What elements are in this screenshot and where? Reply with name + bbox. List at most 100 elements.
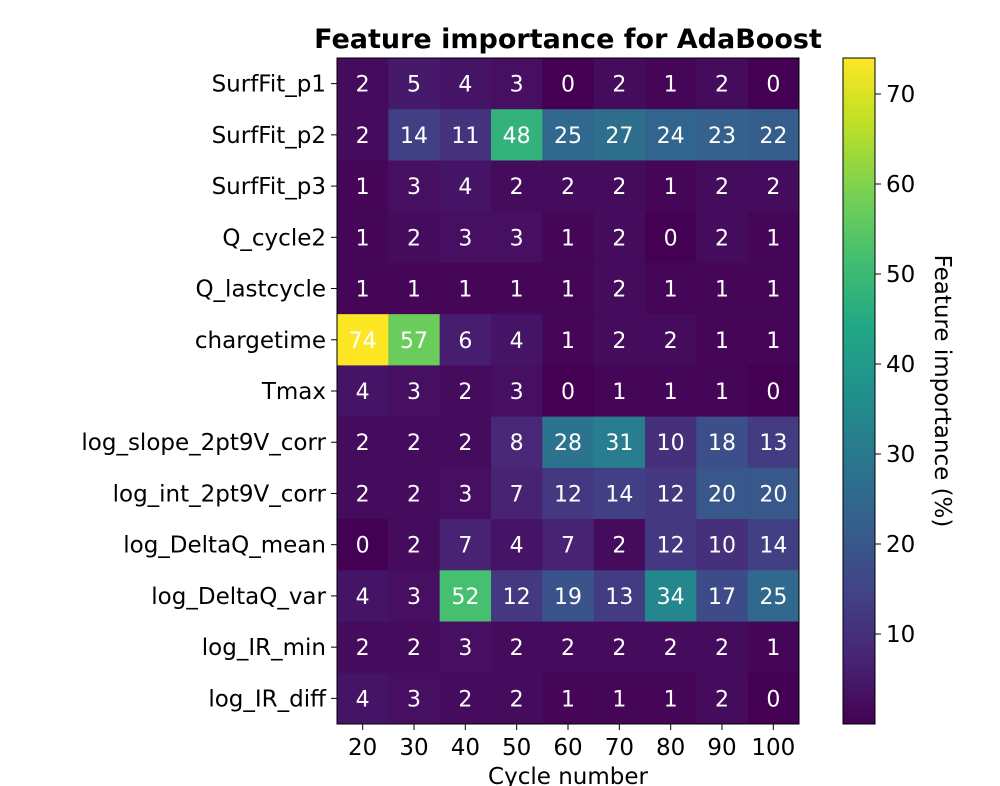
cell-value-label: 57 xyxy=(400,329,428,354)
y-tick-labels: SurfFit_p1 SurfFit_p2 SurfFit_p3 Q_cycle2 Q_… xyxy=(81,72,337,712)
heatmap-cell xyxy=(542,160,595,213)
cell-value-label: 1 xyxy=(356,226,370,251)
cell-value-label: 2 xyxy=(407,226,421,251)
heatmap-cell xyxy=(593,160,646,213)
heatmap-cell xyxy=(542,621,595,674)
heatmap-cell xyxy=(388,519,441,571)
cell-value-label: 12 xyxy=(554,482,582,507)
cell-value-label: 2 xyxy=(356,482,370,507)
heatmap-cell xyxy=(388,211,441,264)
heatmap-cell xyxy=(337,467,389,520)
heatmap-cell xyxy=(388,467,441,520)
y-tick-label: chargetime xyxy=(195,328,326,354)
y-tick-label: SurfFit_p2 xyxy=(212,123,326,149)
heatmap-cell xyxy=(388,416,441,469)
cell-value-label: 17 xyxy=(708,585,736,610)
y-tick-label: SurfFit_p1 xyxy=(212,72,326,98)
heatmap-cell xyxy=(696,314,749,366)
heatmap-cell xyxy=(696,416,749,469)
cell-value-label: 2 xyxy=(766,175,780,200)
colorbar-tick-label: 40 xyxy=(886,352,915,378)
cell-value-label: 1 xyxy=(715,380,729,405)
y-tick-label: Q_cycle2 xyxy=(222,225,326,251)
heatmap-cell xyxy=(645,160,697,213)
heatmap-cell xyxy=(747,570,800,623)
colorbar-label: Feature importance (%) xyxy=(929,255,955,528)
heatmap-cell xyxy=(593,109,646,161)
colorbar-tick-label: 70 xyxy=(886,82,915,108)
cell-value-label: 14 xyxy=(400,124,428,149)
cell-value-label: 31 xyxy=(605,431,633,456)
y-tick-label: log_DeltaQ_var xyxy=(151,584,326,610)
cell-value-label: 2 xyxy=(715,687,729,712)
heatmap-cell xyxy=(491,314,543,366)
cell-value-label: 3 xyxy=(510,226,524,251)
heatmap-cell xyxy=(542,365,595,418)
heatmap-cell xyxy=(439,621,492,674)
cell-value-label: 7 xyxy=(510,482,524,507)
heatmap-cell xyxy=(645,467,697,520)
colorbar-ticks: 10 20 30 40 50 60 70 xyxy=(875,82,915,648)
cell-value-label: 12 xyxy=(657,482,685,507)
cell-value-label: 4 xyxy=(356,380,370,405)
cell-value-label: 1 xyxy=(766,226,780,251)
heatmap-cell xyxy=(593,365,646,418)
cell-value-label: 1 xyxy=(561,329,575,354)
colorbar-tick-label: 60 xyxy=(886,172,915,198)
heatmap-cell xyxy=(696,109,749,161)
heatmap-cell xyxy=(337,621,389,674)
cell-value-label: 4 xyxy=(458,73,472,98)
cell-value-label: 1 xyxy=(715,278,729,303)
heatmap-cell xyxy=(593,211,646,264)
y-tick-label: log_slope_2pt9V_corr xyxy=(81,430,326,456)
cell-value-label: 2 xyxy=(407,636,421,661)
heatmap-cell xyxy=(696,160,749,213)
heatmap-cell xyxy=(645,262,697,315)
cell-value-label: 0 xyxy=(766,73,780,98)
heatmap-cell xyxy=(747,467,800,520)
heatmap-cell xyxy=(439,365,492,418)
heatmap-cell xyxy=(542,211,595,264)
heatmap-cell xyxy=(747,211,800,264)
cell-value-label: 3 xyxy=(510,73,524,98)
cell-value-label: 3 xyxy=(458,636,472,661)
cell-value-label: 2 xyxy=(715,175,729,200)
cell-value-label: 2 xyxy=(407,482,421,507)
heatmap-cell xyxy=(696,467,749,520)
y-tick-label: log_DeltaQ_mean xyxy=(123,533,326,559)
cell-value-label: 2 xyxy=(458,687,472,712)
cell-value-label: 2 xyxy=(561,175,575,200)
cell-value-label: 2 xyxy=(510,636,524,661)
heatmap-cell xyxy=(645,365,697,418)
cell-value-label: 0 xyxy=(664,226,678,251)
heatmap-cell xyxy=(747,672,800,725)
heatmap-cell xyxy=(388,314,441,366)
cell-value-label: 1 xyxy=(407,278,421,303)
cell-value-label: 23 xyxy=(708,124,736,149)
heatmap-cell xyxy=(747,58,800,110)
heatmap-cell xyxy=(542,570,595,623)
cell-value-label: 4 xyxy=(356,687,370,712)
heatmap-cell xyxy=(337,58,389,110)
cell-value-label: 1 xyxy=(664,175,678,200)
heatmap-cell xyxy=(645,570,697,623)
x-tick-label: 40 xyxy=(451,735,480,761)
cell-value-label: 3 xyxy=(458,226,472,251)
cell-value-label: 52 xyxy=(451,585,479,610)
heatmap-cell xyxy=(593,621,646,674)
cell-value-label: 1 xyxy=(612,380,626,405)
chart-title: Feature importance for AdaBoost xyxy=(314,24,822,55)
heatmap-cell xyxy=(491,58,543,110)
cell-value-label: 2 xyxy=(664,636,678,661)
cell-value-label: 1 xyxy=(766,329,780,354)
heatmap-cell xyxy=(696,262,749,315)
heatmap-cell xyxy=(491,211,543,264)
cell-value-label: 10 xyxy=(657,431,685,456)
cell-value-label: 1 xyxy=(561,278,575,303)
heatmap-cell xyxy=(593,672,646,725)
cell-value-label: 1 xyxy=(356,175,370,200)
heatmap-cell xyxy=(337,416,389,469)
x-tick-labels: 20 30 40 50 60 70 80 90 100 xyxy=(348,724,795,761)
cell-value-label: 1 xyxy=(664,380,678,405)
x-tick-label: 70 xyxy=(605,735,634,761)
